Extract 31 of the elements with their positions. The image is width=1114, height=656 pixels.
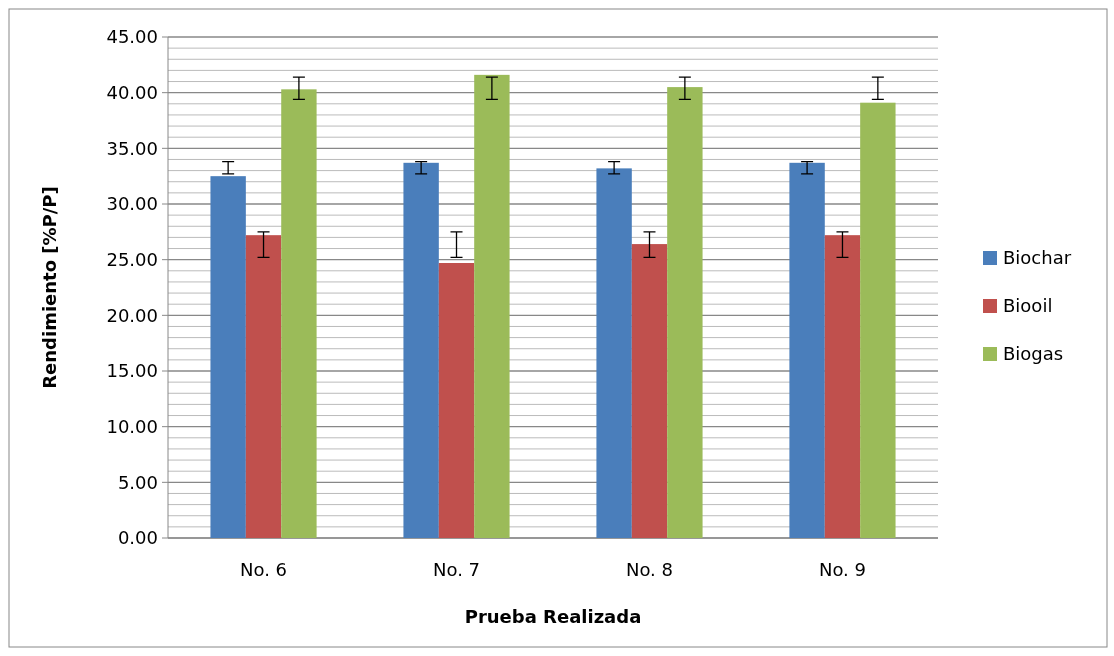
- y-tick-label: 20.00: [106, 304, 158, 326]
- x-tick-label: No. 8: [625, 559, 674, 580]
- bar: [210, 176, 246, 538]
- bar: [824, 235, 861, 538]
- x-tick-label: No. 6: [240, 559, 288, 580]
- y-tick-label: 35.00: [106, 137, 158, 159]
- bar: [281, 89, 317, 538]
- y-tick-label: 10.00: [106, 415, 158, 437]
- y-tick-label: 15.00: [106, 360, 158, 382]
- y-tick-label: 0.00: [117, 527, 158, 549]
- x-tick-label: No. 9: [818, 559, 866, 580]
- y-tick-label: 45.00: [106, 26, 158, 48]
- x-tick-label: No. 7: [432, 559, 481, 580]
- y-tick-label: 5.00: [117, 471, 158, 493]
- y-axis-title: Rendimiento [%P/P]: [39, 186, 60, 389]
- legend-label: Biooil: [1003, 295, 1053, 317]
- bar: [631, 244, 668, 538]
- y-tick-label: 40.00: [106, 81, 158, 103]
- bar: [789, 162, 825, 538]
- legend-label: Biochar: [1003, 247, 1072, 269]
- x-axis-title: Prueba Realizada: [464, 606, 642, 627]
- bar: [860, 102, 896, 538]
- bar: [403, 162, 439, 538]
- y-tick-label: 30.00: [106, 193, 158, 215]
- legend-label: Biogas: [1003, 343, 1064, 365]
- bar: [474, 74, 510, 538]
- bar: [596, 168, 632, 538]
- bar: [438, 263, 475, 538]
- bar: [245, 235, 282, 538]
- bar: [667, 87, 703, 538]
- y-tick-label: 25.00: [106, 248, 158, 270]
